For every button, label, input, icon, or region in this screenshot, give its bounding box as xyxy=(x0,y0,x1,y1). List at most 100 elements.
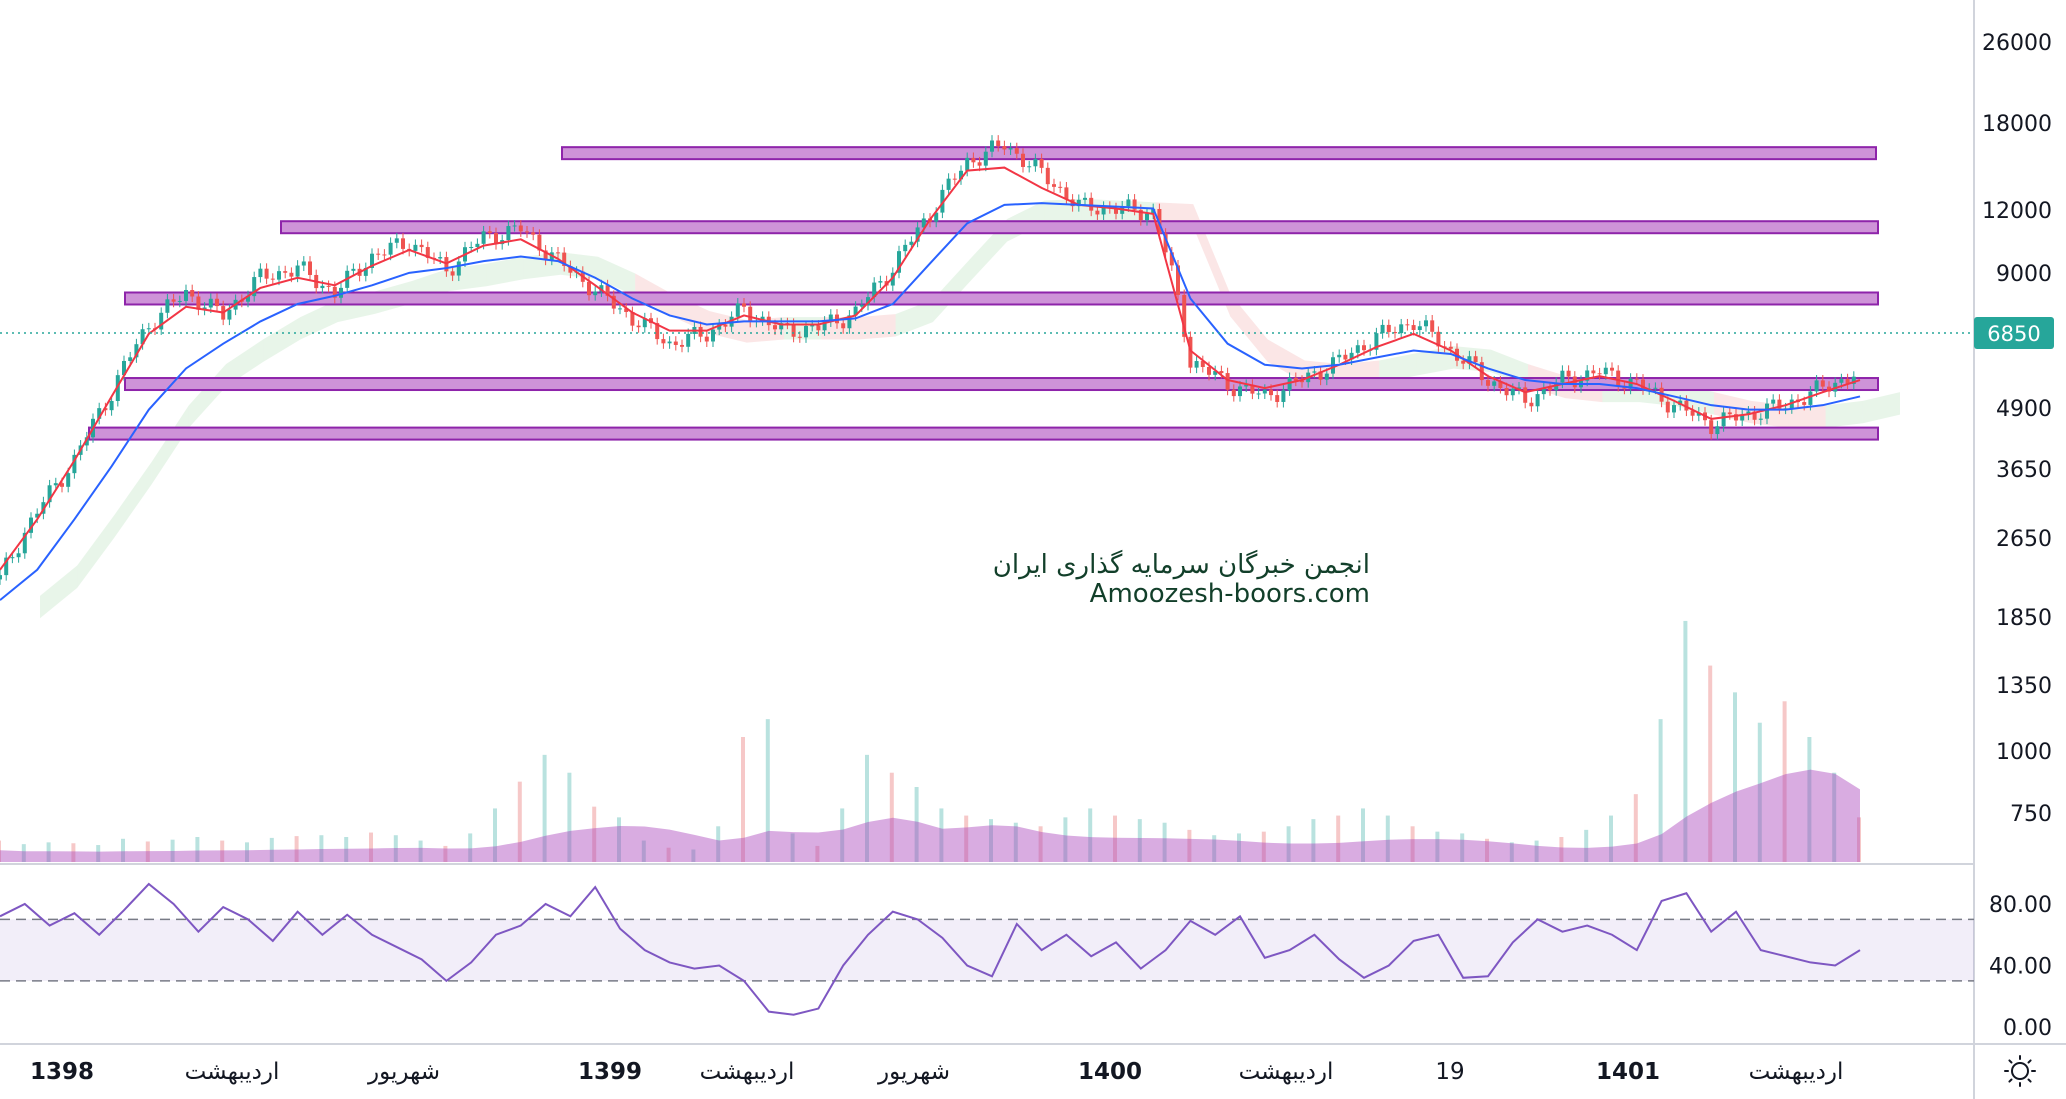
candle-body xyxy=(456,261,461,276)
cloud-segment xyxy=(1788,405,1826,428)
volume-panel xyxy=(0,620,1861,862)
candle-body xyxy=(115,375,120,401)
candle-body xyxy=(506,226,511,241)
volume-bar xyxy=(319,835,324,862)
cloud-segment xyxy=(858,314,896,340)
volume-bar xyxy=(1534,840,1539,862)
candle-body xyxy=(1820,380,1825,387)
rsi-tick-label: 40.00 xyxy=(1989,955,2052,980)
candle-body xyxy=(351,268,356,271)
support-resistance-zones[interactable] xyxy=(88,146,1879,441)
candle-body xyxy=(227,309,232,320)
watermark-title: انجمن خبرگان سرمایه گذاری ایران xyxy=(993,549,1370,580)
candle-body xyxy=(72,454,77,474)
volume-bar xyxy=(1187,829,1192,862)
volume-bar xyxy=(815,845,820,862)
volume-bar xyxy=(96,845,101,862)
candle-body xyxy=(1641,379,1645,390)
volume-bar xyxy=(964,815,969,862)
candle-body xyxy=(1616,370,1621,386)
volume-bar xyxy=(269,837,274,862)
volume-bar xyxy=(493,808,497,862)
candle-body xyxy=(1560,370,1565,383)
cloud-segment xyxy=(114,461,152,538)
volume-bar xyxy=(1807,737,1812,862)
volume-bar xyxy=(691,849,696,862)
candle-body xyxy=(1089,197,1094,211)
candle-body xyxy=(897,251,901,273)
candle-body xyxy=(134,344,139,358)
candle-body xyxy=(1554,382,1559,391)
candle-body xyxy=(605,285,610,296)
candle-body xyxy=(1008,148,1013,150)
candle-body xyxy=(903,244,908,252)
candle-body xyxy=(1734,414,1738,421)
price-tick-label: 2650 xyxy=(1996,527,2052,552)
candle-body xyxy=(841,323,846,329)
candle-body xyxy=(1300,380,1304,383)
candle-body xyxy=(425,247,430,258)
cloud-segment xyxy=(449,263,487,292)
candle-body xyxy=(177,300,182,302)
time-tick-label: اردیبهشت xyxy=(185,1059,280,1085)
candle-body xyxy=(915,227,920,242)
cloud-segment xyxy=(486,256,524,287)
candle-body xyxy=(469,246,474,248)
volume-bar xyxy=(369,832,373,862)
slow-ma-line xyxy=(0,202,1861,601)
candle-body xyxy=(878,281,883,283)
candle-body xyxy=(965,157,970,171)
watermark-url: Amoozesh-boors.com xyxy=(1090,579,1370,609)
candle-body xyxy=(1200,361,1205,367)
rsi-band xyxy=(0,919,1974,981)
cloud-segment xyxy=(932,259,970,323)
time-axis[interactable]: 1398 اردیبهشت شهریور 1399 اردیبهشت شهریور 1400… xyxy=(30,1059,1843,1085)
candle-body xyxy=(983,151,988,166)
volume-bar xyxy=(1782,701,1787,862)
volume-bar xyxy=(1559,837,1564,862)
candle-body xyxy=(828,314,833,322)
candle-body xyxy=(1746,411,1751,415)
candle-body xyxy=(1076,199,1081,207)
candle-body xyxy=(661,339,666,344)
candle-body xyxy=(1045,167,1050,185)
candle-body xyxy=(1386,324,1391,333)
candle-body xyxy=(1684,400,1689,411)
candle-body xyxy=(518,225,523,232)
candle-body xyxy=(1424,320,1428,327)
cloud-segment xyxy=(263,317,301,362)
candle-body xyxy=(525,231,529,233)
candle-body xyxy=(1752,411,1757,420)
cloud-segment xyxy=(1825,400,1863,428)
candle-body xyxy=(301,261,306,266)
candle-body xyxy=(208,298,213,308)
volume-bar xyxy=(393,835,398,862)
candle-body xyxy=(283,271,288,273)
candle-body xyxy=(320,285,325,289)
volume-bar xyxy=(1584,829,1589,862)
sun-icon[interactable] xyxy=(2004,1055,2036,1087)
volume-bar xyxy=(914,787,919,862)
volume-bar xyxy=(1460,833,1465,862)
candle-body xyxy=(512,225,517,227)
cloud-segment xyxy=(1044,198,1082,224)
volume-bar xyxy=(1286,826,1291,862)
candle-body xyxy=(971,157,976,163)
candle-body xyxy=(1269,389,1273,396)
volume-bar xyxy=(245,842,249,862)
cloud-segment xyxy=(188,364,226,428)
candle-body xyxy=(1256,393,1261,395)
candle-body xyxy=(1653,387,1658,389)
volume-bar xyxy=(1509,842,1514,862)
rsi-line xyxy=(0,882,1861,1016)
sr-zone xyxy=(280,220,1879,235)
volume-bar xyxy=(418,840,423,862)
price-axis[interactable]: 26000 18000 12000 9000 4900 3650 2650 1850 1350 1… xyxy=(1982,31,2052,827)
candle-body xyxy=(1591,370,1596,374)
candle-body xyxy=(1461,360,1466,364)
candle-body xyxy=(1523,387,1528,403)
candle-body xyxy=(636,325,641,328)
rsi-axis[interactable]: 80.00 40.00 0.00 xyxy=(1989,893,2052,1041)
price-tick-label: 18000 xyxy=(1982,112,2052,137)
